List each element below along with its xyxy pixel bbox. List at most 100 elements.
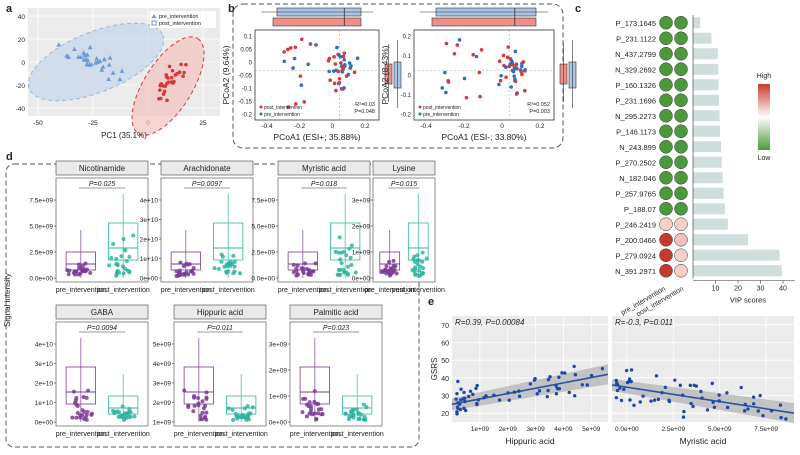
boxplot-point [339,261,344,266]
corr-point [688,383,693,388]
pcoa-legend-post: post_intervention [264,105,302,111]
pca-legend-pre: pre_intervention [159,14,198,20]
pcoa-point [504,75,508,80]
pcoa-point [282,50,286,54]
pcoa-point [518,68,523,72]
pcoa-point [349,64,353,68]
corr-point [463,396,467,400]
pcoa-point [497,82,501,87]
boxplot-point [231,253,236,258]
boxplot-point [114,273,119,278]
boxplot-point [336,250,341,255]
pca-point-pre [94,55,100,61]
boxplot-ytick: 0e+00 [269,420,288,427]
corr-point [492,393,496,397]
boxplot-ytick: 3e+10 [35,361,54,368]
boxplot-point [248,411,253,416]
corr-point [758,393,762,398]
pcoa-top-box-post [431,17,537,27]
pcoa-point [347,61,352,65]
vip-heat-cell-pre [659,109,673,123]
boxplot-point [420,259,425,264]
corr-point [506,391,510,395]
boxplot-point [303,261,308,266]
corr-point [660,391,664,395]
pcoa-xtick: -0.2 [458,123,470,130]
boxplot-point [127,414,132,419]
pcoa-point [282,59,287,64]
pcoa-point [333,62,338,66]
pca-point-post [165,98,169,103]
pcoa-point [331,69,336,73]
corr-point [746,407,750,411]
boxplot-ytick: 0e+00 [35,420,54,427]
boxplot-point [119,254,124,259]
boxplot-point [294,273,299,278]
boxplot-point [198,413,203,418]
boxplot-point [306,404,311,409]
vip-xtick: 20 [734,286,742,293]
boxplot-point [307,269,312,274]
vip-xlabel: VIP scores [730,296,766,305]
boxplot-xlabel-post: post_intervention [96,287,149,294]
vip-heat-cell-pre [659,248,673,262]
pca-point-post [161,92,166,96]
vip-bar [693,187,724,199]
boxplot-point [313,261,318,266]
corr-ytick: 40 [441,376,449,383]
pcoa-point [513,66,518,71]
boxplot-point [120,264,125,269]
boxplot-point [301,266,306,271]
boxplot-point [114,256,119,261]
boxplot-ytick: 7.5e+09 [251,198,275,205]
pca-point-pre [117,76,123,82]
vip-heat-cell-pre [659,62,673,76]
pca-point-post [169,75,174,80]
pca-point-post [173,73,178,77]
vip-feature-label: N_391.2971 [615,267,656,276]
vip-heat-cell-pre [659,233,673,247]
corr-point [681,415,686,419]
boxplot-point [75,404,80,409]
corr-point [471,392,475,397]
vip-heat-cell-post [674,62,688,76]
boxplot-xlabel-post: post_intervention [201,287,254,294]
vip-heat-cell-pre [659,202,673,216]
pcoa-point [501,53,506,58]
corr-point [573,394,577,398]
boxplot-point [307,400,312,405]
pcoa-ytick: 0.1 [403,54,412,60]
boxplot-point [388,273,393,278]
pcoa-legend-pre: pre_intervention [423,112,459,118]
pca-legend-box [150,11,216,28]
boxplot-point [291,262,296,267]
boxplot-point [356,411,361,416]
corr-point [462,390,466,395]
boxplot-point [191,265,196,270]
boxplot-ytick: 2.5e+09 [29,250,53,257]
corr-point [769,409,774,413]
corr-point [761,413,765,418]
boxplot-title-strip [55,160,149,176]
pcoa-point [293,45,298,50]
pca-point-post [157,96,161,101]
boxplot-point [314,417,319,422]
boxplot-ytick: 5.0e+09 [29,224,53,231]
vip-heat-cell-post [674,248,688,262]
boxplot-point [196,403,201,408]
boxplot-point [349,243,354,248]
boxplot-ytick: 2.5e+09 [251,250,275,257]
pcoa-point [523,67,527,72]
vip-heat-cell-pre [659,155,673,169]
boxplot-point [304,266,309,271]
pcoa-point [306,62,311,67]
corr-point [614,382,619,386]
corr-point [625,380,630,385]
boxplot-point [391,258,396,263]
pcoa-point [497,59,502,64]
pcoa-point [327,56,332,61]
boxplot-point [84,417,89,422]
boxplot-point [65,268,70,273]
pcoa-xtick: -0.4 [261,123,273,130]
